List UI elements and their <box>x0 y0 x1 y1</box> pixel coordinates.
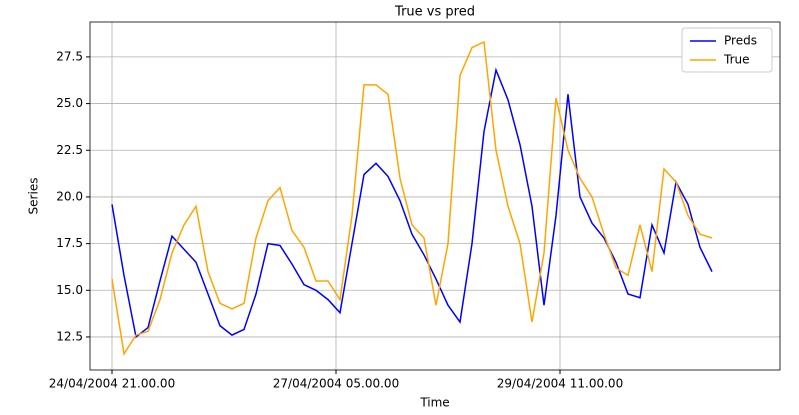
y-tick-label: 15.0 <box>56 283 83 297</box>
y-tick-label: 20.0 <box>56 189 83 203</box>
x-tick-label: 24/04/2004 21.00.00 <box>49 377 175 391</box>
legend-box <box>681 27 773 73</box>
chart-title: True vs pred <box>394 5 475 20</box>
y-axis-label: Series <box>27 178 41 215</box>
y-tick-label: 17.5 <box>56 236 83 250</box>
plot-frame <box>89 21 781 371</box>
y-tick-label: 25.0 <box>56 96 83 110</box>
legend-label: Preds <box>724 34 757 48</box>
x-tick-label: 27/04/2004 05.00.00 <box>273 377 399 391</box>
series-line <box>111 40 713 356</box>
x-tick-label: 29/04/2004 11.00.00 <box>497 377 623 391</box>
y-tick-label: 22.5 <box>56 143 83 157</box>
y-tick-label: 27.5 <box>56 49 83 63</box>
series-line <box>111 67 713 339</box>
x-axis-label: Time <box>419 396 449 410</box>
y-tick-label: 12.5 <box>56 329 83 343</box>
legend-label: True <box>723 53 750 67</box>
